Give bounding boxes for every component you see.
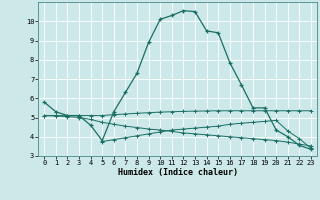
X-axis label: Humidex (Indice chaleur): Humidex (Indice chaleur) bbox=[118, 168, 238, 177]
